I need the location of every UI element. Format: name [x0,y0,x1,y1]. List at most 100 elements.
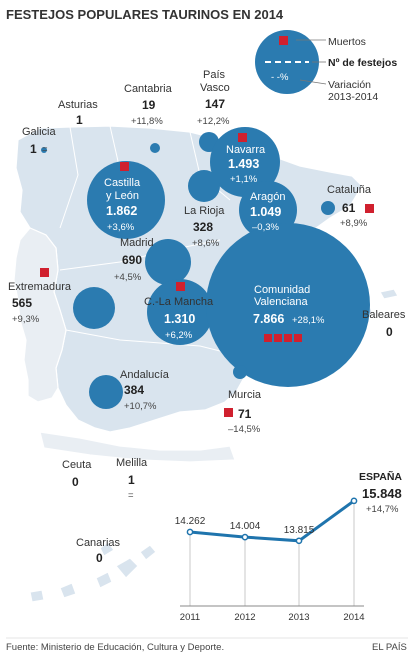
value-label-2013: 13.815 [284,525,315,536]
region-name-madrid: Madrid [120,237,154,249]
bubble-navarra [210,127,280,197]
death-marker-cataluna [365,204,374,213]
region-change-valenciana: +28,1% [292,315,325,326]
legend-variation-label-1: Variación [328,79,371,91]
region-value-cantabria: 19 [142,98,156,112]
death-marker-castilla-mancha [176,282,185,291]
value-label-2011: 14.262 [175,516,206,527]
region-value-ceuta: 0 [72,475,79,489]
region-name-la-rioja: La Rioja [184,205,225,217]
region-value-castilla-leon: 1.862 [106,204,137,218]
region-change-castilla-mancha: +6,2% [165,330,193,341]
data-point-2014 [350,497,358,505]
region-name-canarias: Canarias [76,537,121,549]
canarias-shape-6 [99,541,115,557]
death-marker-castilla-leon [120,162,129,171]
region-value-aragon: 1.049 [250,205,281,219]
region-name-valenciana-1: Comunidad [254,284,310,296]
region-name-melilla: Melilla [116,457,148,469]
region-name-aragon: Aragón [250,191,285,203]
region-change-navarra: +1,1% [230,174,258,185]
legend-pct-symbol: % [280,72,289,83]
region-name-murcia: Murcia [228,389,262,401]
legend-leader [299,79,327,85]
death-marker-valenciana-2 [274,334,282,342]
spain-value: 15.848 [362,486,402,501]
region-value-canarias: 0 [96,551,103,565]
bubble-andalucia [89,375,123,409]
region-value-galicia: 1 [30,142,37,156]
region-name-castilla-leon-1: Castilla [104,177,141,189]
region-change-andalucia: +10,7% [124,401,157,412]
x-tick-2011: 2011 [180,612,200,623]
region-name-ceuta: Ceuta [62,459,92,471]
region-change-murcia: –14,5% [228,424,261,435]
region-name-pais-vasco-2: Vasco [200,82,230,94]
x-tick-labels: 2011 2012 2013 2014 [180,612,365,623]
death-marker-navarra [238,133,247,142]
region-change-galicia: = [42,144,48,155]
region-name-pais-vasco-1: País [203,69,226,81]
death-marker-extremadura [40,268,49,277]
region-name-cantabria: Cantabria [124,83,173,95]
bubble-cataluna [321,201,335,215]
bubble-la-rioja [188,170,220,202]
region-name-cataluna: Cataluña [327,184,372,196]
region-value-extremadura: 565 [12,296,32,310]
bubble-castilla-leon [87,161,165,239]
bubble-extremadura [73,287,115,329]
bubble-valenciana [206,223,370,387]
data-point-2012 [241,533,249,541]
region-name-baleares: Baleares [362,309,406,321]
region-change-la-rioja: +8,6% [192,238,220,249]
x-tick-2012: 2012 [234,612,255,623]
region-change-castilla-leon: +3,6% [107,222,135,233]
portugal-shape [13,227,67,403]
region-name-navarra: Navarra [226,144,266,156]
death-markers [40,133,374,417]
region-name-galicia: Galicia [22,126,57,138]
menorca-shape [379,288,399,300]
region-value-baleares: 0 [386,325,393,339]
border-line [59,126,79,229]
death-marker-murcia [224,408,233,417]
canarias-shape-1 [139,544,157,561]
region-value-navarra: 1.493 [228,157,259,171]
region-name-valenciana-2: Valenciana [254,296,308,308]
region-change-madrid: +4,5% [114,272,142,283]
region-name-andalucia: Andalucía [120,369,170,381]
region-change-pais-vasco: +12,2% [197,116,230,127]
value-labels: 14.262 14.004 13.815 [175,516,315,536]
series-line [189,499,355,543]
canarias-shape-5 [29,589,45,603]
region-value-andalucia: 384 [124,383,144,397]
region-change-aragon: –0,3% [252,222,279,233]
bubble-galicia [41,147,47,153]
spain-change: +14,7% [366,504,399,515]
region-name-castilla-mancha: C.-La Mancha [144,296,214,308]
death-marker-valenciana-4 [294,334,302,342]
bubbles [41,127,370,409]
region-value-pais-vasco: 147 [205,97,225,111]
legend-deaths-label: Muertos [328,36,366,48]
region-value-cataluna: 61 [342,201,356,215]
region-value-madrid: 690 [122,253,142,267]
x-tick-2014: 2014 [343,612,364,623]
africa-coast [39,431,236,463]
legend-variation-label-2: 2013-2014 [328,91,378,103]
legend-death-marker [279,36,288,45]
footer-brand: EL PAÍS [372,642,407,653]
region-change-extremadura: +9,3% [12,314,40,325]
page-title: FESTEJOS POPULARES TAURINOS EN 2014 [6,7,284,22]
canarias-shape-2 [115,557,139,579]
chart-gridlines [180,500,364,607]
border-line [59,239,221,271]
legend-pct-dash: - - [271,72,280,83]
data-point-2013 [295,537,303,545]
canarias-shape-3 [95,571,113,589]
footer-source: Fuente: Ministerio de Educación, Cultura… [6,642,224,653]
region-value-castilla-mancha: 1.310 [164,312,195,326]
bubble-cantabria [150,143,160,153]
region-change-melilla: = [128,490,134,501]
